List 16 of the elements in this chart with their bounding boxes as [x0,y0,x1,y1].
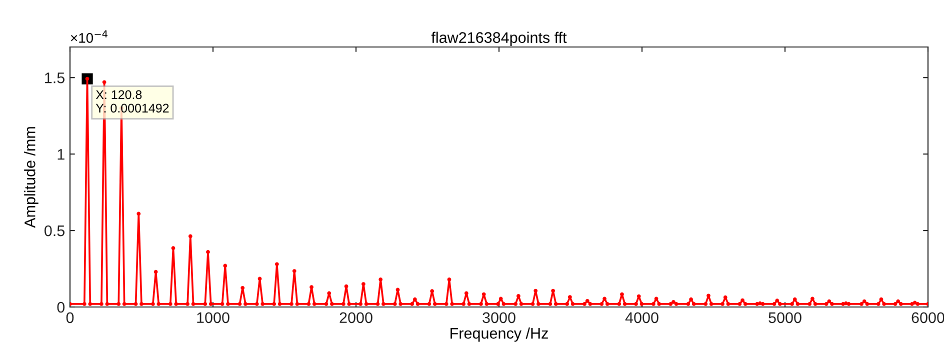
text: ×10$^{−4}$ [70,30,108,43]
x-tick-label: 6000 [912,312,944,324]
x-axis-title: Frequency /Hz [450,327,548,342]
x-tick-label: 0 [66,312,74,324]
x-tick-label: 2000 [340,312,372,324]
x-tick-label: 3000 [482,312,516,324]
y-tick-label: 0 [57,302,65,313]
y-axis-title: Amplitude /mm [24,127,38,228]
y-tick-label: 0.5 [44,225,64,236]
x-tick-label: 5000 [768,312,802,324]
y-tick-label: 1.5 [45,72,64,84]
x-tick-label: 1000 [197,312,230,324]
y-tick-label: 1 [58,149,64,160]
annotation: X: 120.8 Y: 0.0001492 [96,90,169,113]
chart-title: flaw216384points fft [431,32,567,46]
x-tick-label: 4000 [625,312,658,324]
